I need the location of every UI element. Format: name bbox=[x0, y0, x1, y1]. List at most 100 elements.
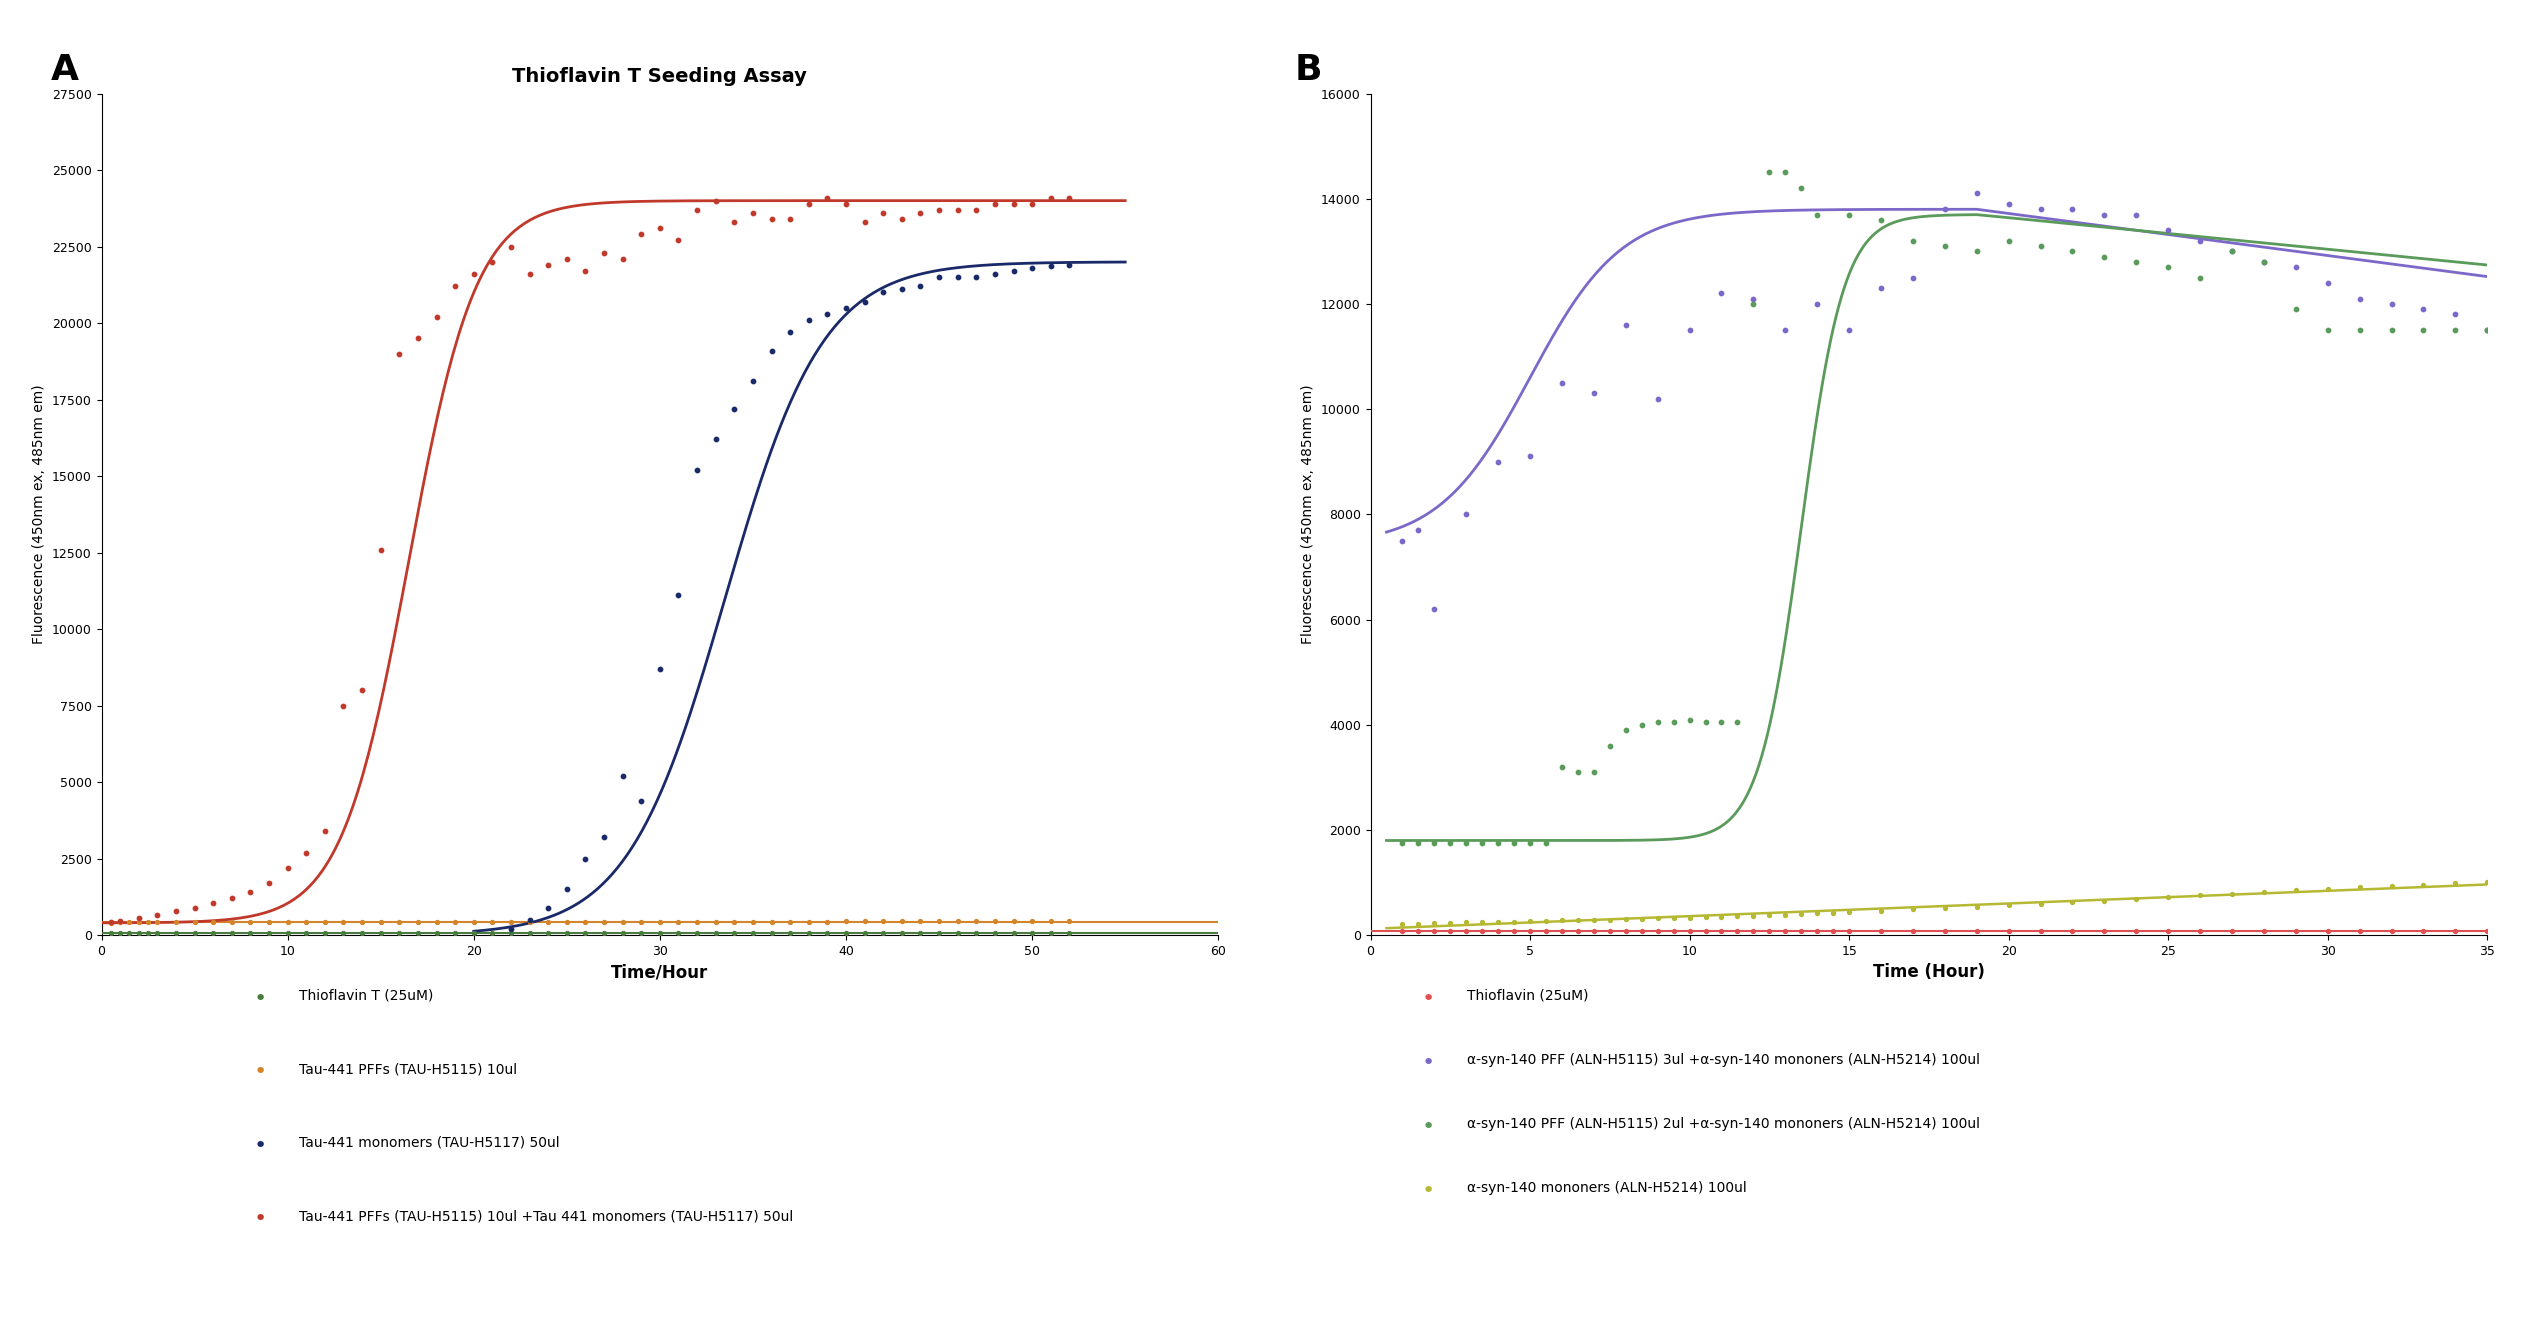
Point bbox=[566, 261, 607, 282]
Point bbox=[1893, 267, 1934, 289]
Point bbox=[2180, 921, 2221, 942]
Point bbox=[1589, 735, 1629, 756]
Point bbox=[825, 192, 865, 214]
Point bbox=[360, 922, 401, 943]
Point bbox=[2211, 883, 2251, 904]
Point bbox=[211, 923, 251, 945]
Point bbox=[2211, 921, 2251, 942]
Point bbox=[975, 263, 1015, 285]
Text: Thioflavin T (25uM): Thioflavin T (25uM) bbox=[299, 989, 434, 1002]
Point bbox=[789, 192, 830, 214]
Point bbox=[919, 922, 959, 943]
Point bbox=[695, 911, 736, 933]
Point bbox=[1541, 910, 1581, 931]
Point bbox=[1764, 162, 1805, 183]
Point bbox=[2370, 921, 2411, 942]
Point bbox=[807, 303, 848, 325]
Point bbox=[1013, 910, 1053, 931]
Point bbox=[378, 923, 419, 945]
Point bbox=[640, 911, 680, 933]
Point bbox=[1957, 183, 1997, 204]
Point bbox=[322, 695, 363, 716]
Point bbox=[2244, 251, 2284, 273]
Point bbox=[2277, 921, 2317, 942]
Point bbox=[1383, 530, 1424, 552]
Point bbox=[584, 922, 624, 943]
Point bbox=[695, 922, 736, 943]
Point bbox=[807, 187, 848, 208]
Point bbox=[490, 918, 530, 939]
Point bbox=[1558, 910, 1599, 931]
Point bbox=[1797, 204, 1838, 226]
Point bbox=[1429, 921, 1470, 942]
Point bbox=[528, 254, 569, 275]
Point bbox=[1670, 907, 1711, 929]
Point bbox=[434, 923, 475, 945]
Point bbox=[510, 911, 551, 933]
Point bbox=[249, 911, 289, 933]
Point bbox=[266, 858, 307, 879]
Point bbox=[937, 922, 977, 943]
Point bbox=[640, 659, 680, 680]
Point bbox=[1830, 902, 1871, 923]
Point bbox=[1700, 906, 1741, 927]
Point bbox=[287, 923, 327, 945]
Point bbox=[2307, 878, 2348, 899]
Point bbox=[1700, 283, 1741, 305]
Point bbox=[975, 192, 1015, 214]
Point bbox=[2340, 876, 2381, 898]
Point bbox=[1013, 258, 1053, 279]
Point bbox=[119, 911, 160, 933]
Point bbox=[2147, 887, 2188, 908]
Point bbox=[769, 322, 810, 343]
Point bbox=[528, 922, 569, 943]
Point bbox=[287, 842, 327, 863]
Point bbox=[472, 922, 513, 943]
Point bbox=[1652, 921, 1693, 942]
Text: A: A bbox=[51, 53, 79, 87]
Point bbox=[657, 585, 698, 607]
Point bbox=[378, 911, 419, 933]
Point bbox=[305, 923, 345, 945]
Point bbox=[1622, 908, 1662, 930]
Text: •: • bbox=[254, 1209, 266, 1229]
Point bbox=[2211, 240, 2251, 262]
Point bbox=[1013, 922, 1053, 943]
Point bbox=[2180, 267, 2221, 289]
Point bbox=[1860, 278, 1901, 299]
Point bbox=[1462, 832, 1502, 854]
Point bbox=[1957, 921, 1997, 942]
Point bbox=[1414, 832, 1454, 854]
Point bbox=[622, 911, 662, 933]
Point bbox=[490, 923, 530, 945]
Point bbox=[1541, 373, 1581, 394]
Point bbox=[2084, 890, 2124, 911]
Point bbox=[99, 923, 140, 945]
Point bbox=[2340, 289, 2381, 310]
Point bbox=[1525, 832, 1566, 854]
Point bbox=[137, 904, 178, 926]
Point bbox=[1558, 921, 1599, 942]
Point bbox=[789, 310, 830, 331]
Point bbox=[1574, 910, 1614, 931]
Point bbox=[957, 911, 997, 933]
Point bbox=[2434, 921, 2475, 942]
Point bbox=[510, 910, 551, 931]
Point bbox=[1987, 194, 2028, 215]
Point bbox=[584, 827, 624, 848]
Point bbox=[1860, 208, 1901, 230]
Point bbox=[2340, 921, 2381, 942]
Point bbox=[881, 911, 921, 933]
Point bbox=[127, 911, 168, 933]
Text: B: B bbox=[1294, 53, 1322, 87]
Point bbox=[266, 923, 307, 945]
Point bbox=[957, 199, 997, 220]
Point bbox=[434, 911, 475, 933]
Point bbox=[2117, 251, 2157, 273]
Point bbox=[1398, 520, 1439, 541]
Point bbox=[881, 922, 921, 943]
Point bbox=[434, 275, 475, 297]
Point bbox=[713, 911, 754, 933]
Point bbox=[91, 923, 132, 945]
Point bbox=[1030, 922, 1071, 943]
